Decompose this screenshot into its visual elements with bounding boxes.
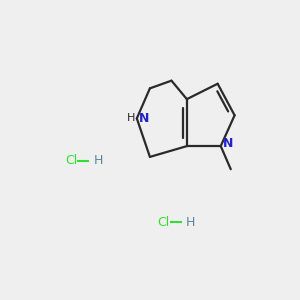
- Text: Cl: Cl: [65, 154, 77, 167]
- Text: H: H: [94, 154, 103, 167]
- Text: N: N: [139, 112, 149, 125]
- Text: Cl: Cl: [158, 216, 170, 229]
- Text: H: H: [186, 216, 196, 229]
- Text: H: H: [127, 113, 136, 123]
- Text: N: N: [223, 137, 233, 150]
